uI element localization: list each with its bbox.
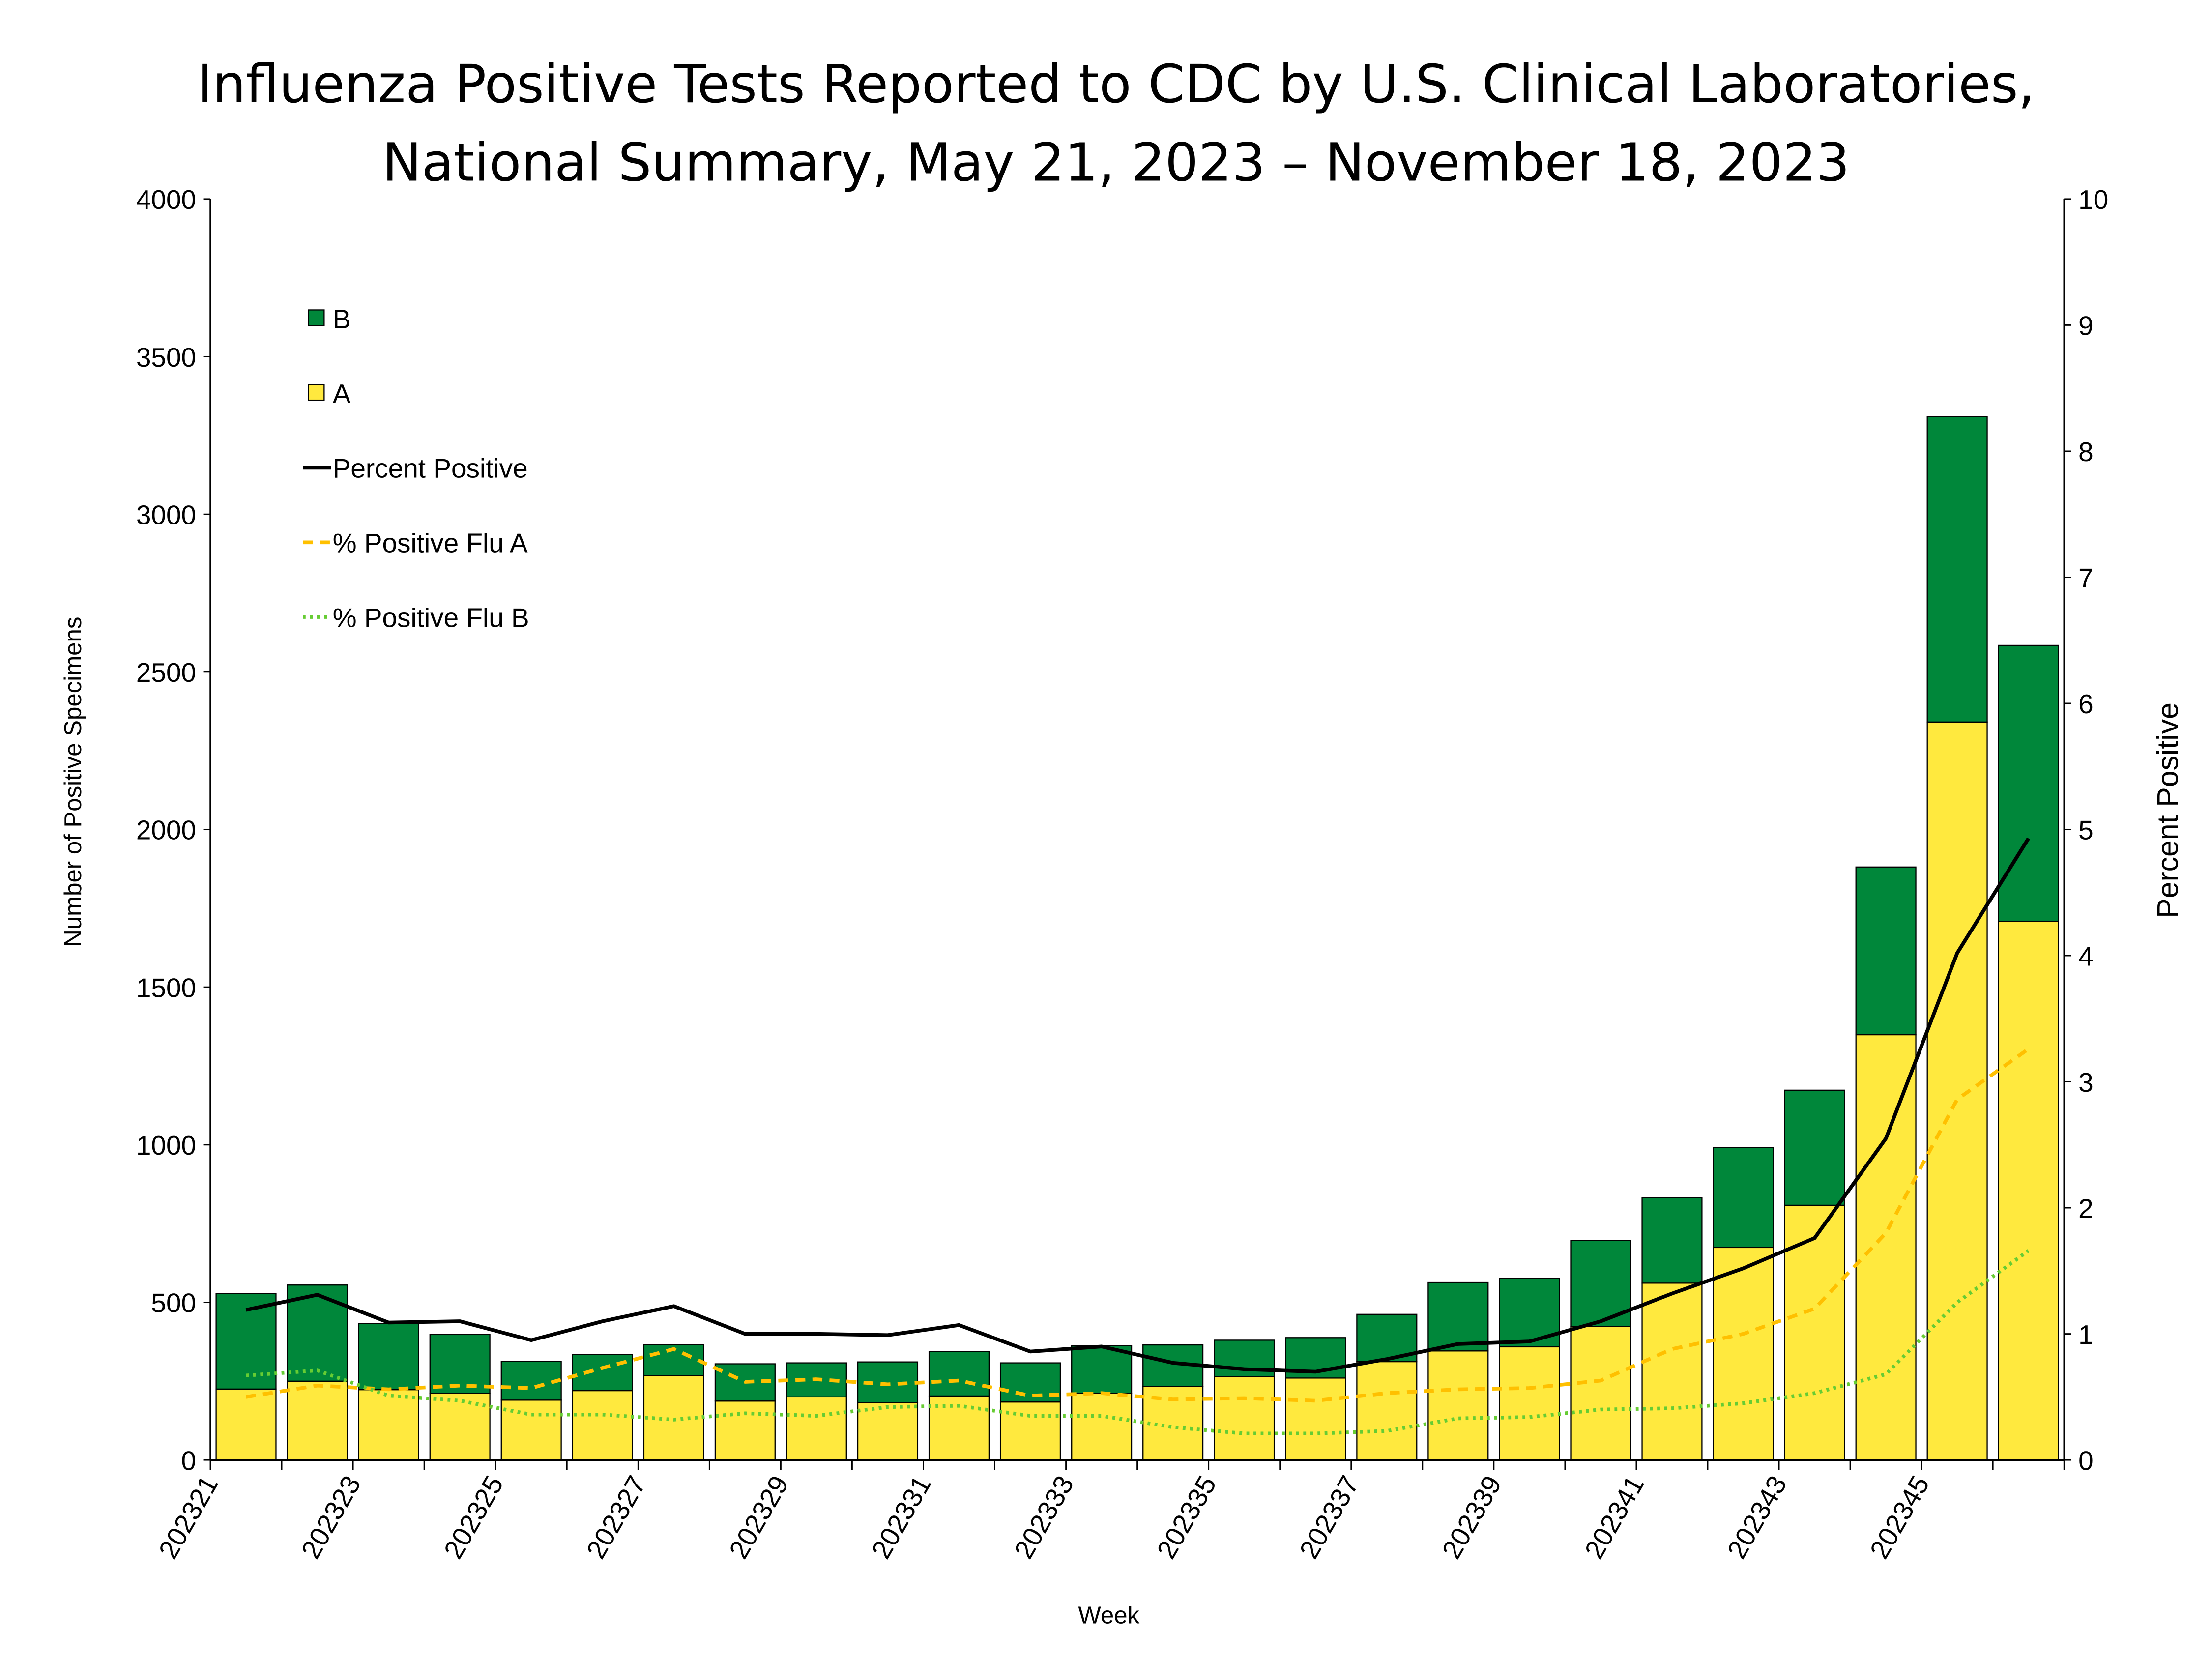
legend-label: A bbox=[333, 378, 351, 409]
legend-label: Percent Positive bbox=[333, 453, 528, 484]
bar-a-202339 bbox=[1499, 1346, 1560, 1461]
y2-tick-label: 3 bbox=[2078, 1067, 2094, 1098]
chart-title-line-2: National Summary, May 21, 2023 – Novembe… bbox=[382, 132, 1850, 193]
bar-a-202344 bbox=[1855, 1034, 1917, 1461]
y-tick-label: 500 bbox=[151, 1288, 196, 1318]
y2-tick-label: 4 bbox=[2078, 941, 2094, 971]
bar-a-202325 bbox=[500, 1399, 562, 1461]
y2-tick-label: 9 bbox=[2078, 311, 2094, 341]
bar-b-202323 bbox=[358, 1323, 419, 1391]
y2-axis-label: Percent Positive bbox=[2151, 702, 2184, 918]
bar-b-202333 bbox=[1071, 1345, 1133, 1394]
y-axis-label: Number of Positive Specimens bbox=[59, 617, 87, 947]
bars-layer bbox=[215, 416, 2059, 1461]
line--positive-flu-a bbox=[245, 1047, 2030, 1403]
x-tick-label: 202335 bbox=[1151, 1470, 1222, 1564]
y2-tick-label: 10 bbox=[2078, 184, 2108, 215]
bar-b-202342 bbox=[1713, 1147, 1774, 1249]
bar-b-202346 bbox=[1998, 644, 2059, 922]
bar-b-202345 bbox=[1926, 416, 1988, 723]
bar-a-202337 bbox=[1356, 1361, 1418, 1461]
legend-label: B bbox=[333, 304, 351, 334]
y-tick-label: 0 bbox=[181, 1445, 197, 1476]
bar-a-202321 bbox=[215, 1388, 277, 1461]
y2-tick-label: 8 bbox=[2078, 437, 2094, 467]
bar-a-202322 bbox=[287, 1380, 348, 1461]
x-tick-label: 202321 bbox=[152, 1470, 224, 1564]
bar-a-202341 bbox=[1641, 1282, 1703, 1461]
y-tick-label: 3500 bbox=[136, 342, 196, 373]
bar-a-202335 bbox=[1214, 1376, 1275, 1461]
y-tick-label: 2500 bbox=[136, 657, 196, 688]
bar-a-202338 bbox=[1427, 1350, 1489, 1461]
y-tick-label: 3000 bbox=[136, 499, 196, 530]
bar-b-202341 bbox=[1641, 1197, 1703, 1284]
bar-b-202338 bbox=[1427, 1281, 1489, 1352]
y2-tick-label: 0 bbox=[2078, 1445, 2094, 1476]
bar-a-202330 bbox=[857, 1402, 919, 1461]
y2-tick-label: 6 bbox=[2078, 689, 2094, 719]
bar-a-202345 bbox=[1926, 721, 1988, 1461]
x-tick-label: 202345 bbox=[1864, 1470, 1935, 1564]
x-tick-label: 202329 bbox=[723, 1470, 794, 1564]
bar-b-202326 bbox=[572, 1354, 633, 1392]
x-tick-label: 202339 bbox=[1436, 1470, 1507, 1564]
x-tick-label: 202337 bbox=[1293, 1470, 1365, 1564]
bar-b-202344 bbox=[1855, 866, 1917, 1036]
lines-layer bbox=[245, 837, 2030, 1436]
bar-a-202333 bbox=[1071, 1393, 1133, 1461]
bar-a-202336 bbox=[1285, 1377, 1346, 1461]
x-tick-label: 202325 bbox=[438, 1470, 509, 1564]
y2-tick-label: 5 bbox=[2078, 815, 2094, 845]
bar-a-202340 bbox=[1570, 1326, 1631, 1461]
bar-b-202343 bbox=[1784, 1089, 1845, 1206]
x-tick-label: 202323 bbox=[295, 1470, 367, 1564]
y-tick-label: 1500 bbox=[136, 972, 196, 1003]
y2-tick-label: 1 bbox=[2078, 1319, 2094, 1350]
y-tick-label: 4000 bbox=[136, 184, 196, 215]
y2-tick-label: 7 bbox=[2078, 563, 2094, 593]
x-tick-label: 202333 bbox=[1008, 1470, 1079, 1564]
legend-swatch-1 bbox=[308, 384, 325, 401]
chart-title-line-1: Influenza Positive Tests Reported to CDC… bbox=[197, 54, 2035, 115]
bar-a-202326 bbox=[572, 1390, 633, 1461]
bar-b-202331 bbox=[928, 1351, 990, 1397]
bar-a-202343 bbox=[1784, 1204, 1845, 1461]
line-percent-positive bbox=[245, 837, 2030, 1374]
x-tick-label: 202343 bbox=[1721, 1470, 1792, 1564]
x-tick-label: 202327 bbox=[581, 1470, 652, 1564]
x-tick-label: 202341 bbox=[1578, 1470, 1650, 1564]
bar-a-202324 bbox=[429, 1393, 491, 1461]
bar-a-202332 bbox=[999, 1401, 1061, 1461]
bar-b-202327 bbox=[643, 1344, 704, 1376]
y-tick-label: 1000 bbox=[136, 1130, 196, 1161]
legend: B A Percent Positive % Positive Flu A % Posi… bbox=[303, 304, 529, 633]
legend-swatch-0 bbox=[308, 309, 325, 326]
bar-b-202330 bbox=[857, 1361, 919, 1403]
y2-tick-label: 2 bbox=[2078, 1193, 2094, 1223]
bar-a-202342 bbox=[1713, 1247, 1774, 1461]
legend-label: % Positive Flu A bbox=[333, 528, 528, 558]
bar-a-202346 bbox=[1998, 920, 2059, 1461]
bar-b-202324 bbox=[429, 1334, 491, 1394]
bar-a-202323 bbox=[358, 1389, 419, 1461]
y-tick-label: 2000 bbox=[136, 815, 196, 845]
bar-a-202328 bbox=[714, 1400, 776, 1461]
legend-label: % Positive Flu B bbox=[333, 602, 529, 633]
x-axis-label: Week bbox=[1078, 1602, 1139, 1629]
x-tick-label: 202331 bbox=[866, 1470, 937, 1564]
bar-a-202329 bbox=[786, 1396, 847, 1461]
